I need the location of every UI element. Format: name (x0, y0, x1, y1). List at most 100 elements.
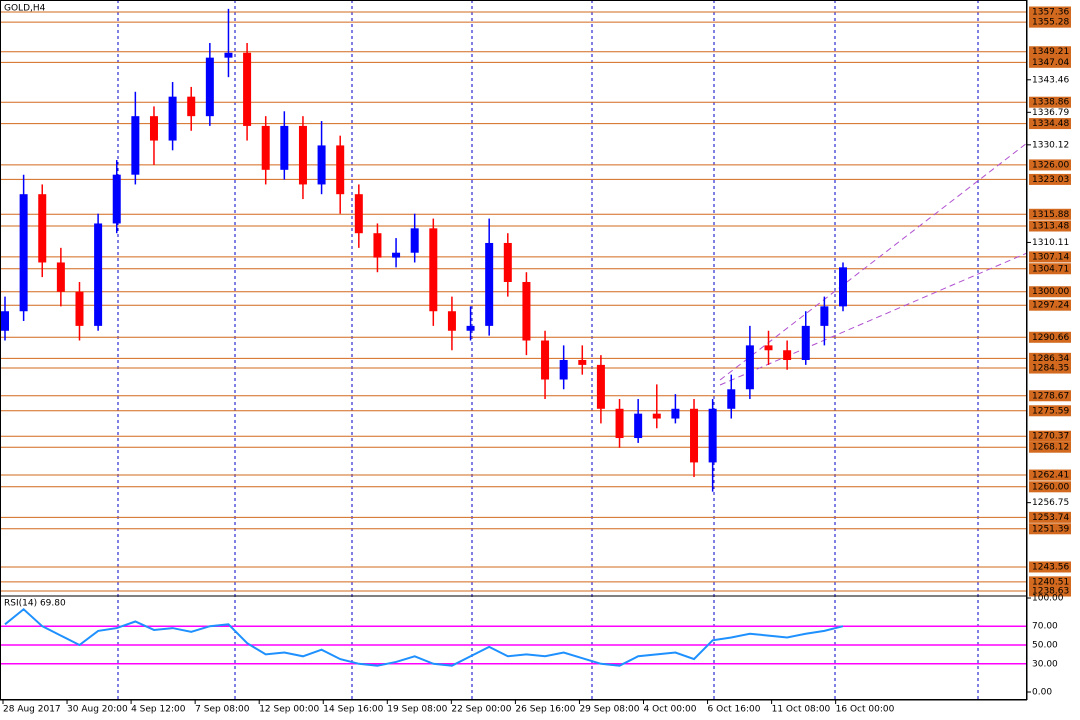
rsi-tick-label: 50.00 (1032, 641, 1058, 651)
rsi-tick-label: 30.00 (1032, 659, 1058, 669)
candle-body (205, 57, 214, 117)
candle-body (131, 116, 140, 175)
candle-body (317, 145, 326, 185)
level-label-box (1029, 469, 1071, 481)
candle-body (261, 125, 270, 170)
level-label: 1300.00 (1032, 287, 1069, 297)
level-label-box (1029, 576, 1071, 588)
candle-body (94, 223, 103, 326)
x-tick-label: 7 Sep 08:00 (195, 705, 250, 715)
candle-body (243, 52, 252, 126)
candle-body (671, 408, 680, 419)
candle-body (839, 267, 847, 307)
level-label-box (1029, 96, 1071, 108)
candle-body (727, 389, 736, 409)
y-tick-label: 1343.46 (1032, 75, 1069, 85)
level-label: 1347.04 (1032, 58, 1069, 68)
candle-body (541, 340, 550, 380)
x-tick-label: 4 Oct 00:00 (644, 705, 697, 715)
candle-body (820, 306, 829, 326)
level-label-box (1029, 16, 1071, 28)
level-label-box (1029, 511, 1071, 523)
level-label-box (1029, 352, 1071, 364)
candle-body (634, 413, 643, 439)
level-label: 1315.88 (1032, 210, 1069, 220)
level-label: 1357.36 (1032, 7, 1069, 17)
level-label-box (1029, 430, 1071, 442)
candle-body (596, 364, 605, 409)
levels (0, 11, 1027, 592)
level-label: 1290.66 (1032, 333, 1069, 343)
level-label: 1323.03 (1032, 175, 1069, 185)
rsi-tick-label: 100.00 (1032, 594, 1064, 604)
x-tick-label: 16 Oct 00:00 (836, 705, 895, 715)
candle-body (298, 125, 307, 185)
level-label-box (1029, 251, 1071, 263)
level-label-box (1029, 263, 1071, 275)
x-tick-label: 30 Aug 20:00 (67, 705, 128, 715)
axes: 1343.46 1336.79 1330.12 1310.11 1256.75 1357.… (2, 6, 1071, 715)
candle-body (19, 194, 28, 312)
candle-body (56, 262, 65, 292)
x-tick-label: 29 Sep 08:00 (579, 705, 639, 715)
candle-body (187, 96, 196, 117)
candle-body (522, 281, 531, 341)
level-label: 1260.00 (1032, 482, 1069, 492)
rsi-line (4, 607, 844, 667)
candle-body (615, 408, 624, 439)
level-label: 1338.86 (1032, 98, 1069, 108)
candle-body (75, 291, 84, 326)
level-label-box (1029, 405, 1071, 417)
level-label-box (1029, 481, 1071, 493)
level-label-box (1029, 390, 1071, 402)
candle-body (466, 325, 475, 331)
y-tick-label: 1336.79 (1032, 108, 1069, 118)
candle-body (38, 194, 47, 263)
rsi-pane (0, 607, 1027, 667)
x-tick-label: 14 Sep 16:00 (323, 705, 383, 715)
level-label-box (1029, 441, 1071, 453)
level-label-box (1029, 159, 1071, 171)
x-tick-label: 12 Sep 00:00 (259, 705, 319, 715)
level-label-box (1029, 6, 1071, 18)
candle-body (652, 413, 661, 419)
candle-body (373, 233, 382, 258)
level-label: 1334.48 (1032, 119, 1069, 129)
candle-body (224, 52, 233, 58)
candle-body (559, 360, 568, 380)
candle-body (485, 242, 494, 326)
level-label: 1286.34 (1032, 354, 1069, 364)
candles (1, 8, 847, 492)
level-label: 1251.39 (1032, 524, 1069, 534)
level-label: 1349.21 (1032, 47, 1069, 57)
level-label-box (1029, 286, 1071, 298)
level-label-box (1029, 118, 1071, 130)
level-label: 1307.14 (1032, 252, 1069, 262)
level-label: 1297.24 (1032, 301, 1069, 311)
candle-body (392, 252, 401, 258)
level-label: 1243.56 (1032, 562, 1069, 572)
level-label: 1304.71 (1032, 264, 1069, 274)
level-label-box (1029, 46, 1071, 58)
candle-body (336, 145, 345, 195)
x-tick-label: 4 Sep 12:00 (131, 705, 186, 715)
candle-body (447, 311, 456, 331)
level-label-box (1029, 561, 1071, 573)
level-label: 1284.35 (1032, 364, 1069, 374)
time-grid (117, 0, 979, 700)
rsi-tick-label: 0.00 (1032, 688, 1052, 698)
candle-body (354, 194, 363, 234)
y-tick-label: 1310.11 (1032, 238, 1069, 248)
level-label-box (1029, 56, 1071, 68)
level-label: 1275.59 (1032, 406, 1069, 416)
level-label-box (1029, 362, 1071, 374)
level-label-box (1029, 208, 1071, 220)
x-tick-label: 11 Oct 08:00 (772, 705, 831, 715)
symbol-label: GOLD,H4 (4, 4, 46, 14)
level-label-box (1029, 299, 1071, 311)
y-tick-label: 1330.12 (1032, 140, 1069, 150)
candle-body (112, 174, 121, 224)
x-tick-label: 22 Sep 00:00 (451, 705, 511, 715)
candle-body (1, 311, 9, 331)
